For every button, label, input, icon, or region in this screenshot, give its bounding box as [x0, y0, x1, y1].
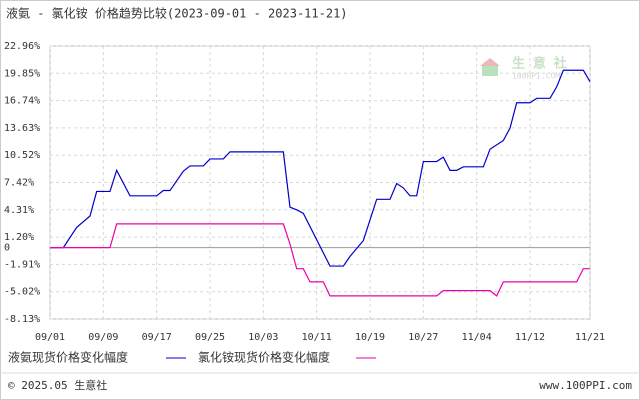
- x-tick-label: 10/19: [355, 332, 385, 343]
- watermark-text: 生 意 社: [512, 56, 567, 72]
- logo: [480, 58, 500, 66]
- y-tick-label: 19.85%: [4, 68, 40, 79]
- y-tick-label: -1.91%: [4, 259, 40, 270]
- y-tick-label: 7.42%: [4, 177, 34, 188]
- x-tick-label: 10/03: [248, 332, 278, 343]
- y-tick-label: -5.02%: [4, 287, 40, 298]
- y-tick-label: 4.31%: [4, 205, 34, 216]
- x-tick-label: 09/01: [35, 332, 65, 343]
- y-tick-label: -8.13%: [4, 314, 40, 325]
- x-tick-label: 10/11: [302, 332, 332, 343]
- y-tick-label: 16.74%: [4, 96, 40, 107]
- y-tick-label: 10.52%: [4, 150, 40, 161]
- x-tick-label: 11/12: [515, 332, 545, 343]
- y-tick-label: 1.20%: [4, 232, 34, 243]
- watermark-sub: 100PPI.COM: [512, 72, 560, 81]
- legend-label: 液氨现货价格变化幅度: [8, 350, 128, 365]
- x-tick-label: 11/04: [462, 332, 492, 343]
- x-tick-label: 10/27: [408, 332, 438, 343]
- x-tick-label: 09/17: [142, 332, 172, 343]
- logo: [482, 66, 498, 76]
- footer-right: www.100PPI.com: [539, 379, 632, 392]
- y-tick-label: 22.96%: [4, 41, 40, 52]
- y-tick-label: 0: [4, 243, 10, 254]
- footer-left: © 2025.05 生意社: [8, 378, 107, 392]
- chart-title: 液氨 - 氯化铵 价格趋势比较(2023-09-01 - 2023-11-21): [6, 6, 348, 21]
- x-tick-label: 09/25: [195, 332, 225, 343]
- x-tick-label: 09/09: [88, 332, 118, 343]
- series-line: [50, 69, 591, 267]
- y-tick-label: 13.63%: [4, 123, 40, 134]
- series-line: [50, 223, 590, 297]
- watermark: 生 意 社 100PPI.COM: [480, 56, 567, 81]
- legend-label: 氯化铵现货价格变化幅度: [198, 350, 330, 365]
- x-tick-label: 11/21: [575, 332, 605, 343]
